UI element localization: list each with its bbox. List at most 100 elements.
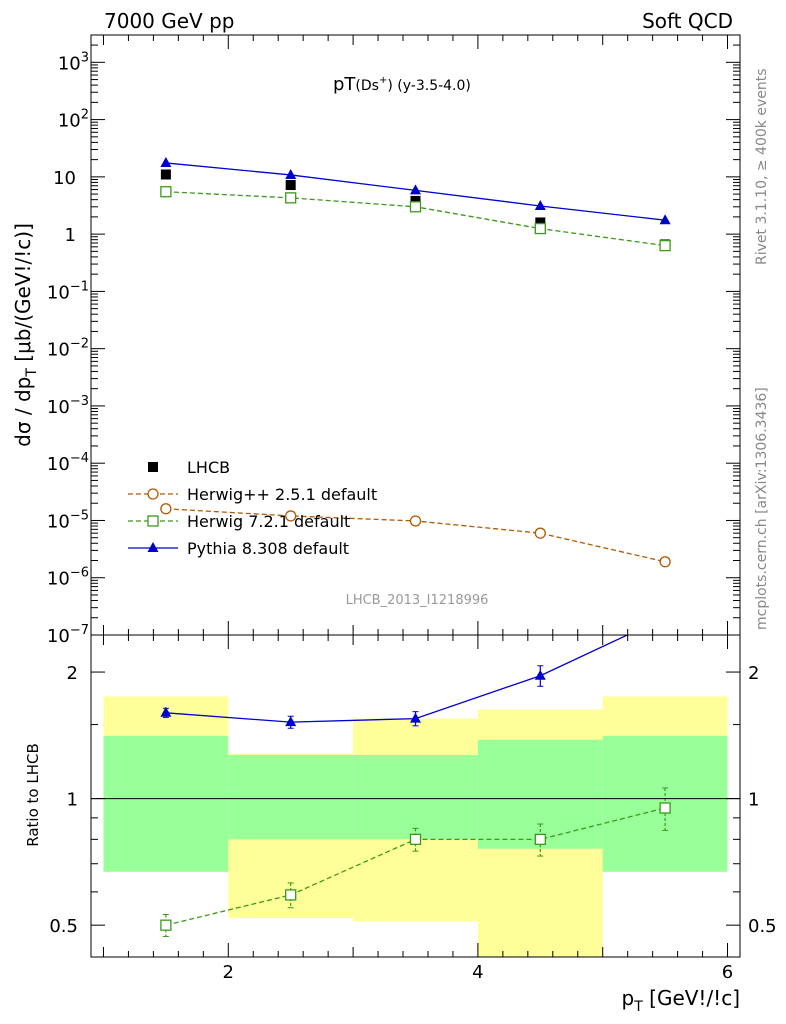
- x-tick-label: 6: [722, 962, 733, 983]
- main-ytick-base: 10: [58, 111, 81, 132]
- x-axis-label-pre: p: [622, 986, 635, 1010]
- main-ytick-label: 10−2: [47, 337, 89, 361]
- main-point-pythia-1: [160, 156, 172, 167]
- main-point-herwig7-3: [409, 201, 422, 213]
- ratio-point-herwig7-3: [409, 833, 422, 846]
- ratio-axis-ticks: 0.5 0.5 1 1 2 2 2 4 6: [49, 635, 777, 983]
- ratio-ytick-label-left: 2: [67, 663, 78, 684]
- main-ytick-exponent: −7: [70, 623, 89, 638]
- main-ytick-base: 10: [53, 168, 76, 189]
- main-point-herwigpp-2: [285, 510, 297, 522]
- plot-title-main: pT: [333, 74, 356, 95]
- main-ytick-label: 102: [58, 108, 89, 132]
- ratio-series: [160, 611, 671, 937]
- main-ytick-exponent: −4: [70, 451, 89, 466]
- y-axis-label-main: dσ / dpT [μb/(GeV!/!c)]: [11, 223, 40, 447]
- x-tick-label: 4: [472, 962, 483, 983]
- main-point-herwigpp-4: [534, 527, 546, 539]
- ratio-point-herwig7-4: [534, 833, 546, 846]
- legend-label-pythia: Pythia 8.308 default: [187, 539, 349, 558]
- band-inner-bin-1: [103, 735, 229, 872]
- header-right: Soft QCD: [642, 9, 733, 33]
- y-axis-label-post: [μb/(GeV!/!c)]: [11, 223, 35, 368]
- legend-marker-herwigpp: [147, 488, 159, 500]
- legend-marker-herwig7: [147, 515, 159, 527]
- main-point-pythia-3: [410, 184, 421, 195]
- main-ytick-label: 10−4: [47, 451, 89, 475]
- main-point-lhcb-1: [160, 169, 171, 180]
- main-point-lhcb-2: [285, 180, 296, 191]
- main-ytick-label: 1: [65, 225, 76, 246]
- main-series: [160, 156, 671, 568]
- main-ytick-exponent: −3: [70, 394, 89, 409]
- main-point-pythia-4: [534, 199, 546, 210]
- ratio-ytick-label-right: 1: [748, 790, 759, 811]
- ratio-ytick-label-right: 2: [748, 663, 759, 684]
- main-ytick-exponent: −1: [70, 279, 89, 294]
- main-point-lhcb-3: [410, 195, 421, 206]
- ratio-point-pythia-5: [660, 611, 671, 621]
- x-axis-label-sub: T: [633, 999, 643, 1015]
- ratio-ytick-label-left: 1: [67, 790, 78, 811]
- legend-label-lhcb: LHCB: [187, 458, 230, 477]
- ratio-point-herwig7-5: [659, 802, 671, 814]
- y-axis-label-ratio: Ratio to LHCB: [24, 743, 42, 847]
- main-ytick-label: 10−5: [47, 508, 89, 532]
- main-ytick-exponent: 2: [81, 108, 89, 123]
- band-inner-bin-4: [477, 739, 603, 849]
- main-point-herwig7-4: [534, 222, 546, 235]
- main-ytick-base: 10: [58, 53, 81, 74]
- band-inner-bin-3: [353, 754, 478, 840]
- legend-label-herwig7: Herwig 7.2.1 default: [187, 512, 350, 531]
- main-point-pythia-5: [659, 214, 671, 225]
- main-ytick-exponent: −2: [70, 337, 89, 352]
- y-axis-label-pre: dσ / dp: [11, 377, 35, 447]
- ratio-point-herwig7-2: [285, 889, 297, 901]
- ratio-point-herwig7-1: [160, 919, 172, 931]
- main-point-herwig7-1: [160, 186, 172, 198]
- main-point-herwigpp-5: [659, 556, 671, 568]
- legend-marker-pythia: [147, 542, 159, 552]
- x-tick-label: 2: [223, 962, 234, 983]
- ratio-ytick-label-right: 0.5: [748, 916, 777, 937]
- main-ytick-exponent: −6: [70, 566, 89, 581]
- main-ytick-base: 10: [47, 397, 70, 418]
- plot-title-sub: (Ds: [355, 78, 379, 94]
- plot-title-close: ): [387, 78, 392, 94]
- ratio-point-pythia-2: [285, 716, 297, 727]
- plot-title-range: (y-3.5-4.0): [393, 78, 471, 94]
- main-point-herwigpp-1: [160, 503, 172, 515]
- band-inner-bin-2: [228, 754, 354, 840]
- ratio-ytick-label-left: 0.5: [49, 916, 78, 937]
- legend-label-herwigpp: Herwig++ 2.5.1 default: [187, 485, 377, 504]
- main-point-pythia-2: [285, 168, 297, 179]
- main-point-herwig7-2: [285, 192, 297, 204]
- analysis-watermark: LHCB_2013_I1218996: [346, 593, 489, 608]
- main-point-herwig7-5: [659, 239, 671, 252]
- ratio-point-pythia-4: [534, 669, 546, 680]
- main-ytick-base: 10: [47, 511, 70, 532]
- ratio-point-pythia-1: [160, 706, 172, 717]
- main-ytick-label: 10: [53, 168, 76, 189]
- main-ytick-label: 10−6: [47, 566, 89, 590]
- x-axis-label-post: [GeV!/!c]: [643, 986, 740, 1010]
- main-ytick-exponent: 3: [81, 50, 89, 65]
- main-ytick-exponent: −5: [70, 508, 89, 523]
- ratio-line-pythia: [165, 635, 629, 723]
- main-ytick-label: 10−1: [47, 279, 89, 303]
- main-ytick-base: 10: [47, 340, 70, 361]
- main-ytick-base: 10: [47, 282, 70, 303]
- plot-title-sup: +: [379, 75, 387, 86]
- main-point-herwigpp-3: [409, 515, 422, 527]
- main-ytick-label: 10−7: [47, 623, 89, 647]
- rivet-label: Rivet 3.1.10, ≥ 400k events: [754, 68, 770, 265]
- legend: LHCB Herwig++ 2.5.1 default Herwig 7.2.1 d…: [128, 458, 377, 558]
- legend-marker-lhcb: [148, 462, 158, 472]
- main-point-lhcb-4: [535, 217, 546, 228]
- main-ytick-label: 10−3: [47, 394, 89, 418]
- mcplots-label: mcplots.cern.ch [arXiv:1306.3436]: [754, 387, 770, 630]
- ratio-point-pythia-3: [410, 712, 421, 723]
- plot-title: pT(Ds+) (y-3.5-4.0): [333, 74, 471, 95]
